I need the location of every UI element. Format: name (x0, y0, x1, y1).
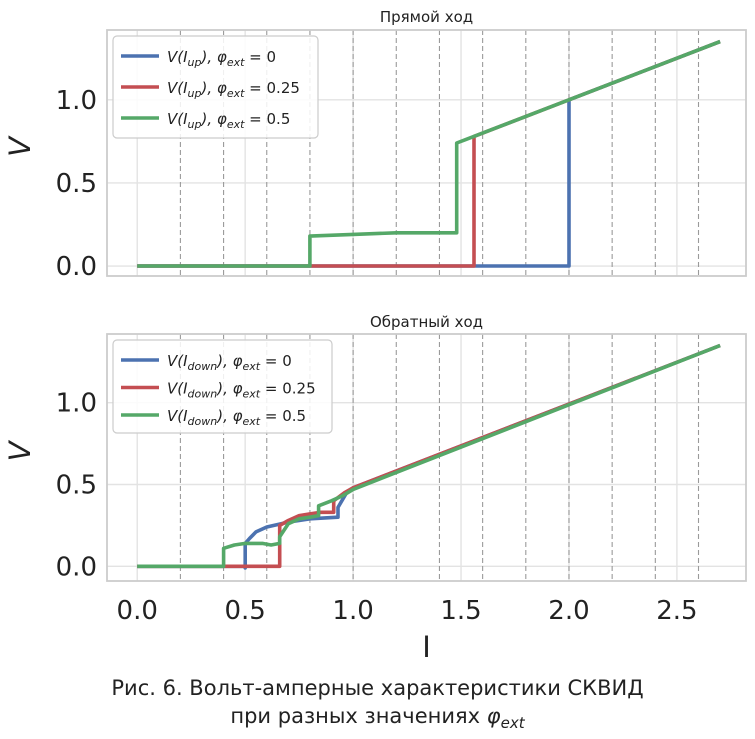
legend-label-part-0: V(I (167, 380, 188, 398)
legend-label-part-0: V(I (167, 79, 188, 97)
legend-label-part-2: ), φ (201, 79, 227, 97)
legend-label-part-0: V(I (167, 110, 188, 128)
legend-label-part-4: = 0 (260, 352, 292, 370)
legend: V(Idown), φext = 0V(Idown), φext = 0.25V… (112, 339, 333, 434)
legend-label-1: V(Idown), φext = 0.25 (167, 380, 316, 401)
y-tick-label: 0.5 (56, 470, 97, 500)
figure-caption-line1: Рис. 6. Вольт-амперные характеристики СК… (111, 676, 644, 700)
legend-label-part-2: ), φ (216, 380, 242, 398)
legend-label-part-1: down (188, 360, 218, 373)
legend: V(Iup), φext = 0V(Iup), φext = 0.25V(Iup… (112, 35, 319, 139)
x-tick-label: 1.5 (440, 596, 481, 626)
legend-label-2: V(Idown), φext = 0.5 (167, 407, 306, 428)
legend-label-part-1: down (188, 415, 218, 428)
legend-label-part-4: = 0 (244, 48, 276, 66)
legend-label-part-2: ), φ (216, 352, 242, 370)
series-line-2 (137, 343, 721, 569)
legend-label-2: V(Iup), φext = 0.5 (167, 110, 290, 131)
legend-label-0: V(Idown), φext = 0 (167, 352, 292, 373)
legend-label-part-0: V(I (167, 407, 188, 425)
legend-label-part-4: = 0.5 (260, 407, 306, 425)
legend-label-part-1: up (188, 87, 202, 100)
legend-label-part-4: = 0.25 (244, 79, 300, 97)
axes-frame (106, 333, 747, 582)
chart-title: Прямой ход (380, 8, 473, 26)
bottom-plot-panel: Обратный ход 0.0 0.5 1.0 V 0.0 0.5 1.0 1.5 2.0 2.5… (3, 313, 747, 664)
legend-label-part-1: down (188, 388, 218, 401)
chart-title: Обратный ход (370, 313, 483, 331)
legend-label-part-3: ext (227, 118, 245, 131)
legend-label-part-0: V(I (167, 352, 188, 370)
legend-label-1: V(Iup), φext = 0.25 (167, 79, 300, 100)
legend-label-0: V(Iup), φext = 0 (167, 48, 276, 69)
y-axis-label: V (3, 439, 37, 461)
x-axis-label: I (422, 630, 431, 664)
legend-label-part-3: ext (243, 415, 261, 428)
legend-box (112, 339, 333, 434)
series-line-2 (137, 39, 721, 268)
x-tick-label: 2.0 (548, 596, 589, 626)
legend-label-part-4: = 0.25 (260, 380, 316, 398)
x-tick-label: 0.0 (117, 596, 158, 626)
legend-label-part-3: ext (227, 87, 245, 100)
x-tick-label: 2.5 (656, 596, 697, 626)
legend-label-part-1: up (188, 56, 202, 69)
legend-label-part-2: ), φ (201, 48, 227, 66)
legend-label-part-0: V(I (167, 48, 188, 66)
caption-phi-symbol: φ (486, 704, 501, 728)
caption-line2-text: при разных значениях (230, 704, 487, 728)
y-tick-label: 0.0 (56, 252, 97, 282)
axes-frame (106, 29, 747, 277)
figure-caption-line2: при разных значениях φext (0, 704, 755, 732)
y-tick-label: 1.0 (56, 389, 97, 419)
y-tick-label: 0.5 (56, 169, 97, 199)
caption-phi-subscript: ext (500, 714, 525, 733)
legend-label-part-4: = 0.5 (244, 110, 290, 128)
x-tick-label: 0.5 (224, 596, 265, 626)
legend-label-part-3: ext (243, 388, 261, 401)
y-tick-label: 0.0 (56, 552, 97, 582)
legend-label-part-3: ext (227, 56, 245, 69)
y-axis-label: V (3, 135, 37, 157)
legend-label-part-1: up (188, 118, 202, 131)
legend-label-part-2: ), φ (201, 110, 227, 128)
y-tick-label: 1.0 (56, 86, 97, 116)
legend-label-part-3: ext (243, 360, 261, 373)
x-tick-label: 1.0 (332, 596, 373, 626)
legend-box (112, 35, 319, 139)
legend-label-part-2: ), φ (216, 407, 242, 425)
